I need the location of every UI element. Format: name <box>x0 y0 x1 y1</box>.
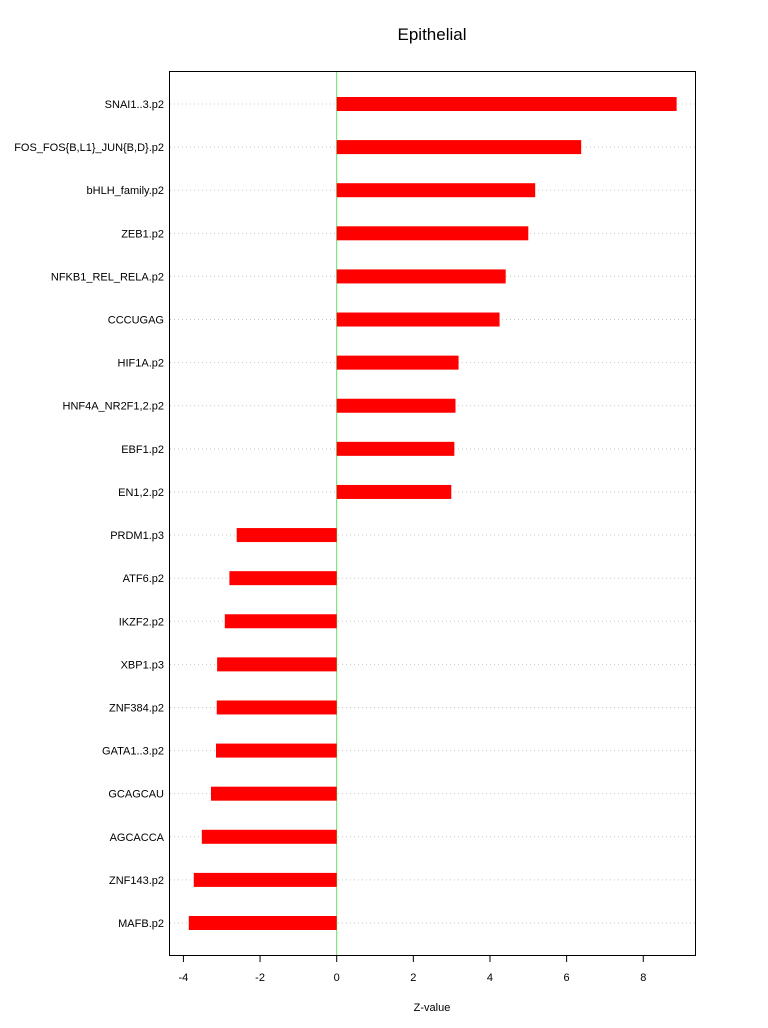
category-label: XBP1.p3 <box>121 659 164 671</box>
bar <box>193 872 337 887</box>
bar <box>236 528 337 543</box>
bar <box>229 571 337 586</box>
category-label: HIF1A.p2 <box>118 358 164 370</box>
category-label: ZEB1.p2 <box>121 228 164 240</box>
bar <box>336 484 452 499</box>
category-label: SNAI1..3.p2 <box>105 99 164 111</box>
category-label: PRDM1.p3 <box>110 530 164 542</box>
x-axis: -4 -2 0 2 4 6 8 <box>179 955 646 984</box>
bar <box>188 916 337 930</box>
category-label: ZNF143.p2 <box>109 875 164 887</box>
category-label: ZNF384.p2 <box>109 702 164 714</box>
bar <box>336 140 582 155</box>
x-tick-label: 6 <box>564 972 570 984</box>
bar <box>216 700 337 715</box>
category-label: NFKB1_REL_RELA.p2 <box>51 271 164 283</box>
bar <box>336 355 459 370</box>
bar <box>336 398 456 413</box>
plot-frame <box>169 71 696 956</box>
category-labels: SNAI1..3.p2 FOS_FOS{B,L1}_JUN{B,D}.p2 bHLH… <box>14 99 164 930</box>
chart-title: Epithelial <box>398 25 467 44</box>
bar <box>336 269 506 284</box>
bar <box>336 226 529 241</box>
x-tick-label: -2 <box>255 972 265 984</box>
category-label: CCCUGAG <box>108 315 164 327</box>
category-label: ATF6.p2 <box>123 573 164 585</box>
category-label: bHLH_family.p2 <box>87 185 164 197</box>
category-label: HNF4A_NR2F1,2.p2 <box>63 401 165 413</box>
x-tick-label: 4 <box>487 972 493 984</box>
x-tick-label: 8 <box>640 972 646 984</box>
category-label: FOS_FOS{B,L1}_JUN{B,D}.p2 <box>14 142 164 154</box>
bar <box>336 312 500 327</box>
bar <box>336 183 536 198</box>
bar <box>217 657 337 672</box>
x-axis-label: Z-value <box>414 1002 451 1014</box>
bar <box>201 829 337 844</box>
category-label: GCAGCAU <box>108 789 164 801</box>
category-label: MAFB.p2 <box>118 918 164 930</box>
x-tick-label: -4 <box>179 972 189 984</box>
x-tick-label: 0 <box>334 972 340 984</box>
bar <box>336 97 677 111</box>
bars <box>188 97 677 930</box>
bar <box>211 786 337 801</box>
x-tick-label: 2 <box>410 972 416 984</box>
bar <box>336 441 455 456</box>
category-label: GATA1..3.p2 <box>102 746 164 758</box>
category-label: EN1,2.p2 <box>118 487 164 499</box>
bar <box>215 743 337 758</box>
bar <box>224 614 337 629</box>
category-label: AGCACCA <box>110 832 165 844</box>
category-label: EBF1.p2 <box>121 444 164 456</box>
category-label: IKZF2.p2 <box>119 616 164 628</box>
